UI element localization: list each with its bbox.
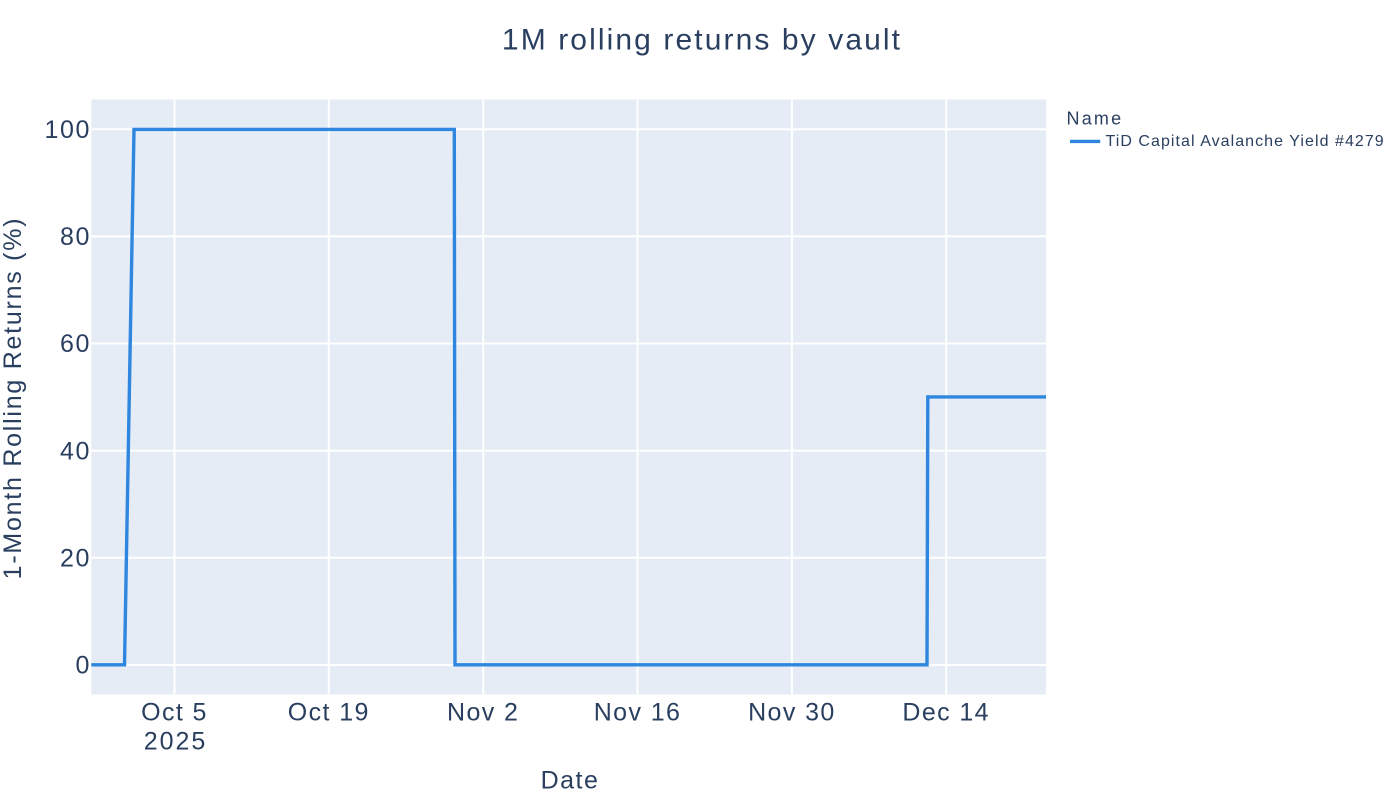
svg-text:60: 60 (60, 330, 91, 358)
svg-text:Date: Date (541, 766, 600, 794)
svg-text:Dec 14: Dec 14 (902, 698, 990, 726)
svg-text:Oct 5: Oct 5 (141, 698, 208, 726)
svg-text:2025: 2025 (144, 727, 208, 755)
svg-text:TiD Capital Avalanche Yield #4: TiD Capital Avalanche Yield #4279 (1106, 133, 1385, 150)
svg-text:20: 20 (60, 545, 91, 573)
svg-text:100: 100 (44, 116, 91, 144)
svg-text:Nov 30: Nov 30 (748, 698, 836, 726)
svg-text:80: 80 (60, 223, 91, 251)
svg-text:1M rolling returns by vault: 1M rolling returns by vault (502, 24, 902, 57)
svg-text:Nov 16: Nov 16 (594, 698, 682, 726)
svg-text:Nov 2: Nov 2 (447, 698, 519, 726)
svg-text:Oct 19: Oct 19 (288, 698, 370, 726)
svg-text:1-Month Rolling Returns (%): 1-Month Rolling Returns (%) (0, 217, 27, 580)
svg-text:0: 0 (75, 652, 91, 680)
svg-text:Name: Name (1067, 108, 1124, 128)
svg-text:40: 40 (60, 437, 91, 465)
